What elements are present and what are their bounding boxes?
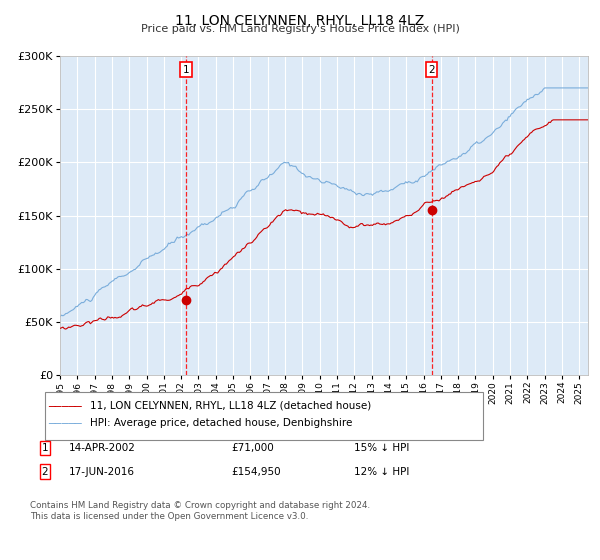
Text: 11, LON CELYNNEN, RHYL, LL18 4LZ (detached house): 11, LON CELYNNEN, RHYL, LL18 4LZ (detach…	[90, 401, 371, 411]
Text: 2: 2	[41, 466, 49, 477]
Text: 1: 1	[41, 443, 49, 453]
Text: Price paid vs. HM Land Registry's House Price Index (HPI): Price paid vs. HM Land Registry's House …	[140, 24, 460, 34]
Text: 14-APR-2002: 14-APR-2002	[69, 443, 136, 453]
Text: 15% ↓ HPI: 15% ↓ HPI	[354, 443, 409, 453]
Text: 1: 1	[183, 64, 190, 74]
Text: £154,950: £154,950	[231, 466, 281, 477]
Text: 12% ↓ HPI: 12% ↓ HPI	[354, 466, 409, 477]
Text: £71,000: £71,000	[231, 443, 274, 453]
Text: ─────: ─────	[48, 418, 82, 428]
Text: ─────: ─────	[48, 401, 82, 411]
Text: Contains HM Land Registry data © Crown copyright and database right 2024.
This d: Contains HM Land Registry data © Crown c…	[30, 501, 370, 521]
Text: 11, LON CELYNNEN, RHYL, LL18 4LZ: 11, LON CELYNNEN, RHYL, LL18 4LZ	[175, 14, 425, 28]
Text: 2: 2	[428, 64, 435, 74]
Text: HPI: Average price, detached house, Denbighshire: HPI: Average price, detached house, Denb…	[90, 418, 352, 428]
Text: 17-JUN-2016: 17-JUN-2016	[69, 466, 135, 477]
